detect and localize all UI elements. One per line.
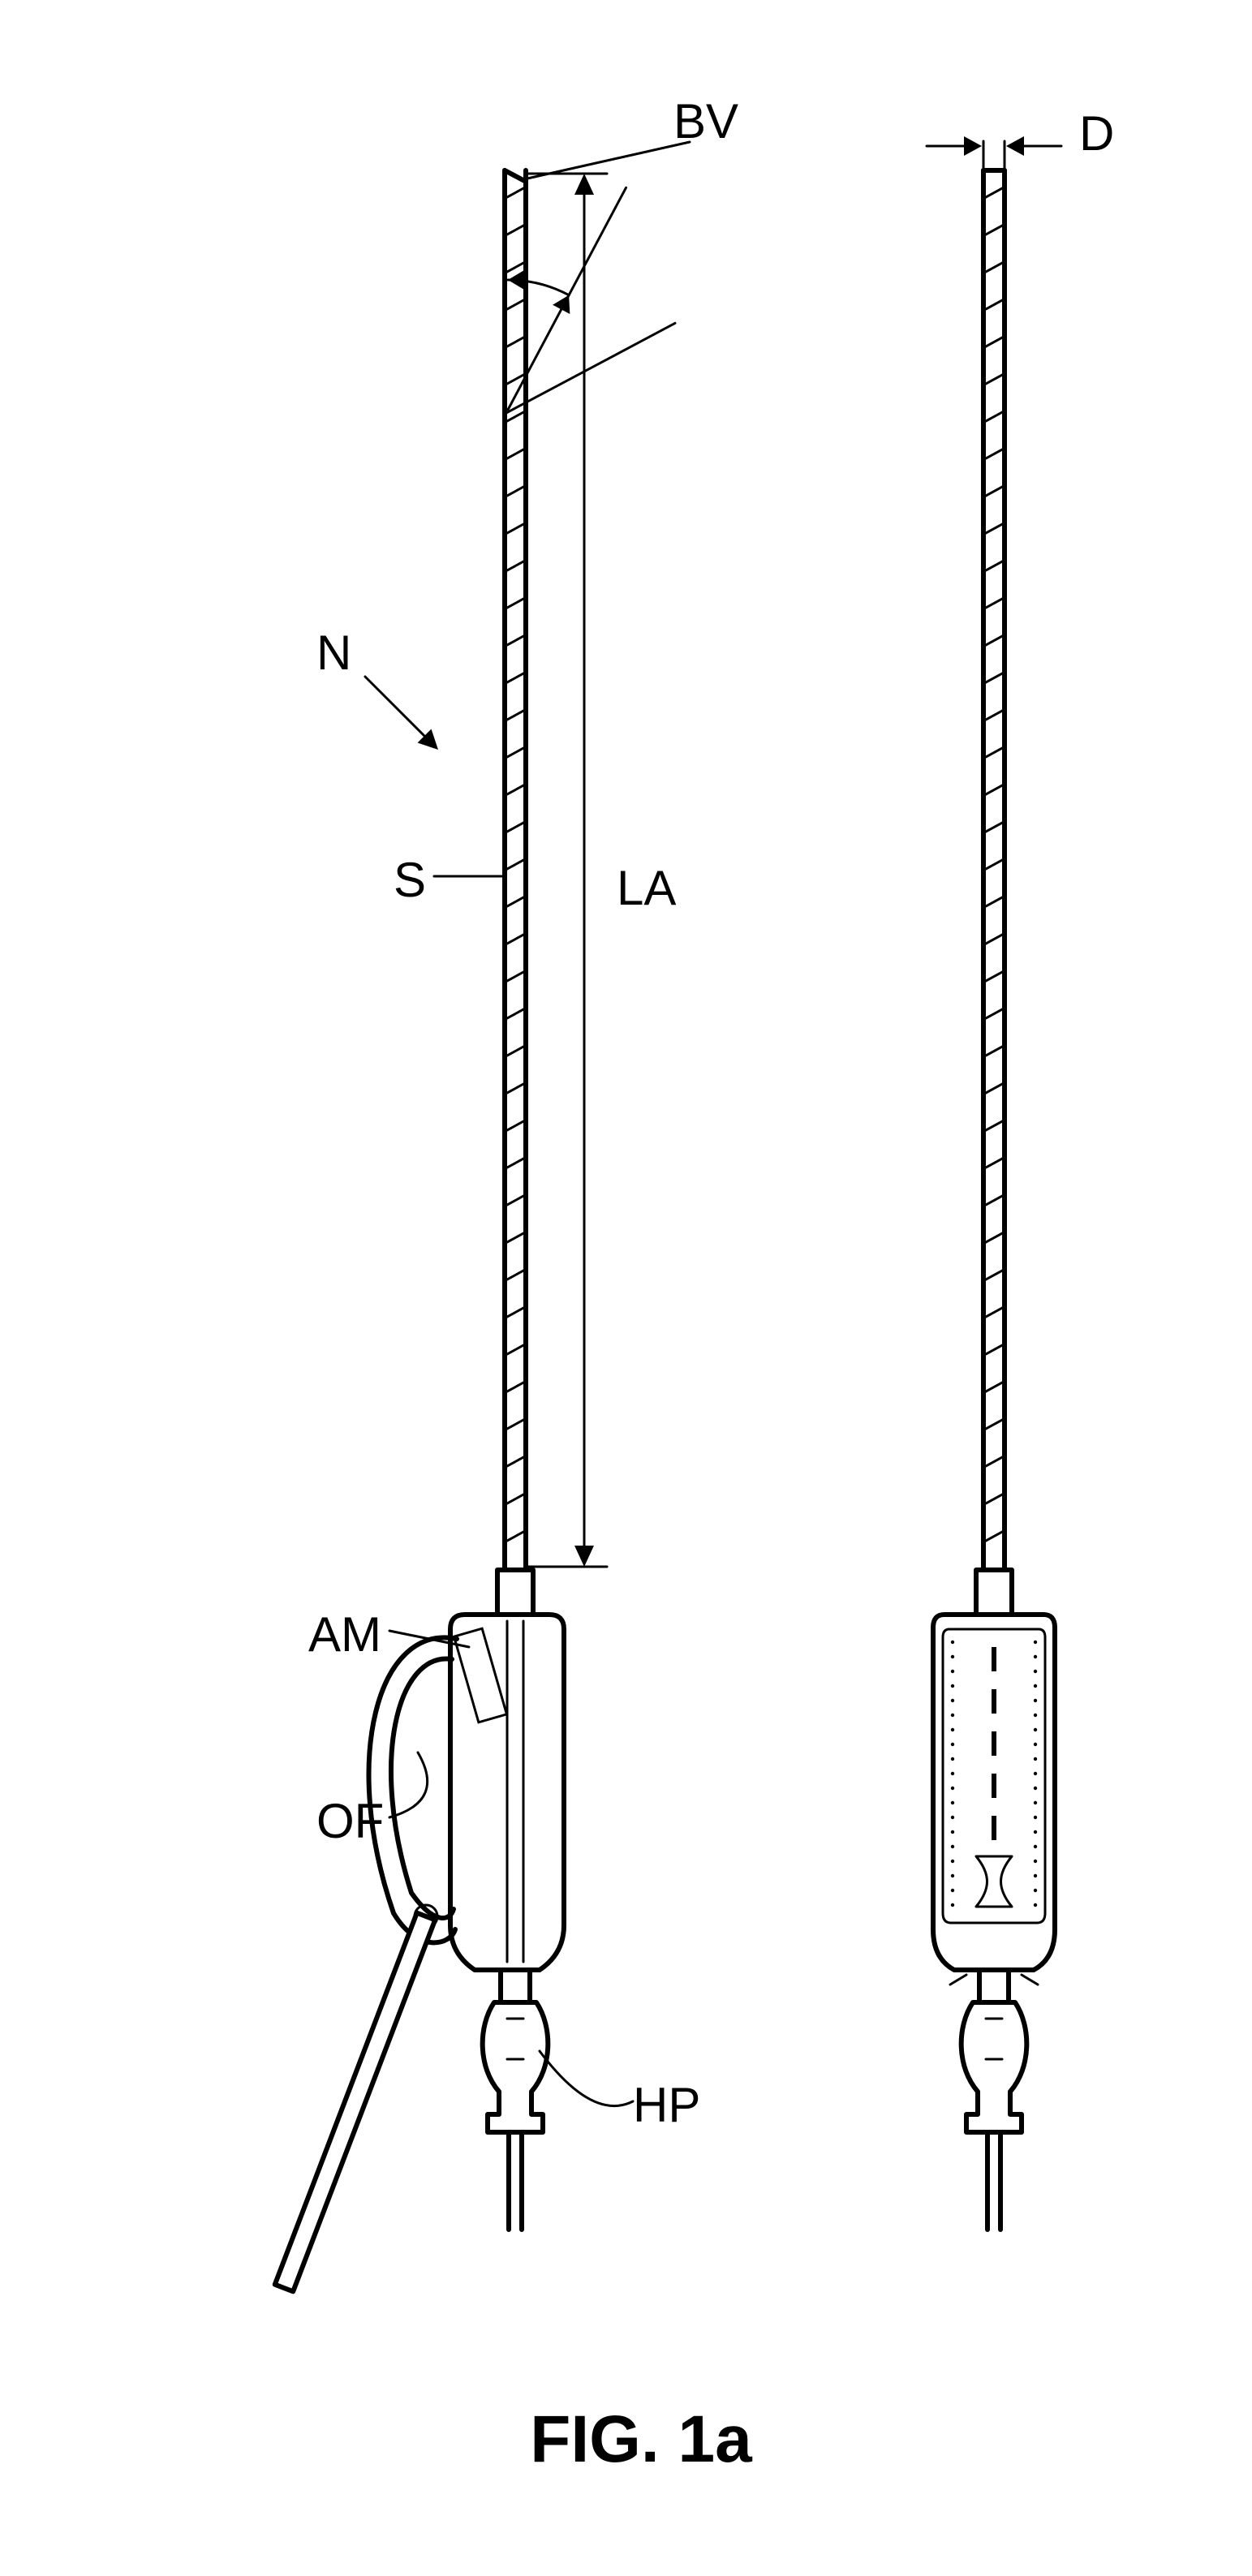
figure-caption: FIG. 1a — [530, 2402, 751, 2478]
label-LA: LA — [617, 860, 676, 916]
label-HP: HP — [633, 2077, 700, 2133]
label-N: N — [316, 625, 351, 681]
label-BV: BV — [673, 93, 738, 149]
label-D: D — [1079, 105, 1114, 161]
label-OF: OF — [316, 1793, 384, 1849]
label-AM: AM — [308, 1606, 381, 1662]
figure-svg — [0, 0, 1252, 2576]
label-S: S — [394, 852, 426, 908]
